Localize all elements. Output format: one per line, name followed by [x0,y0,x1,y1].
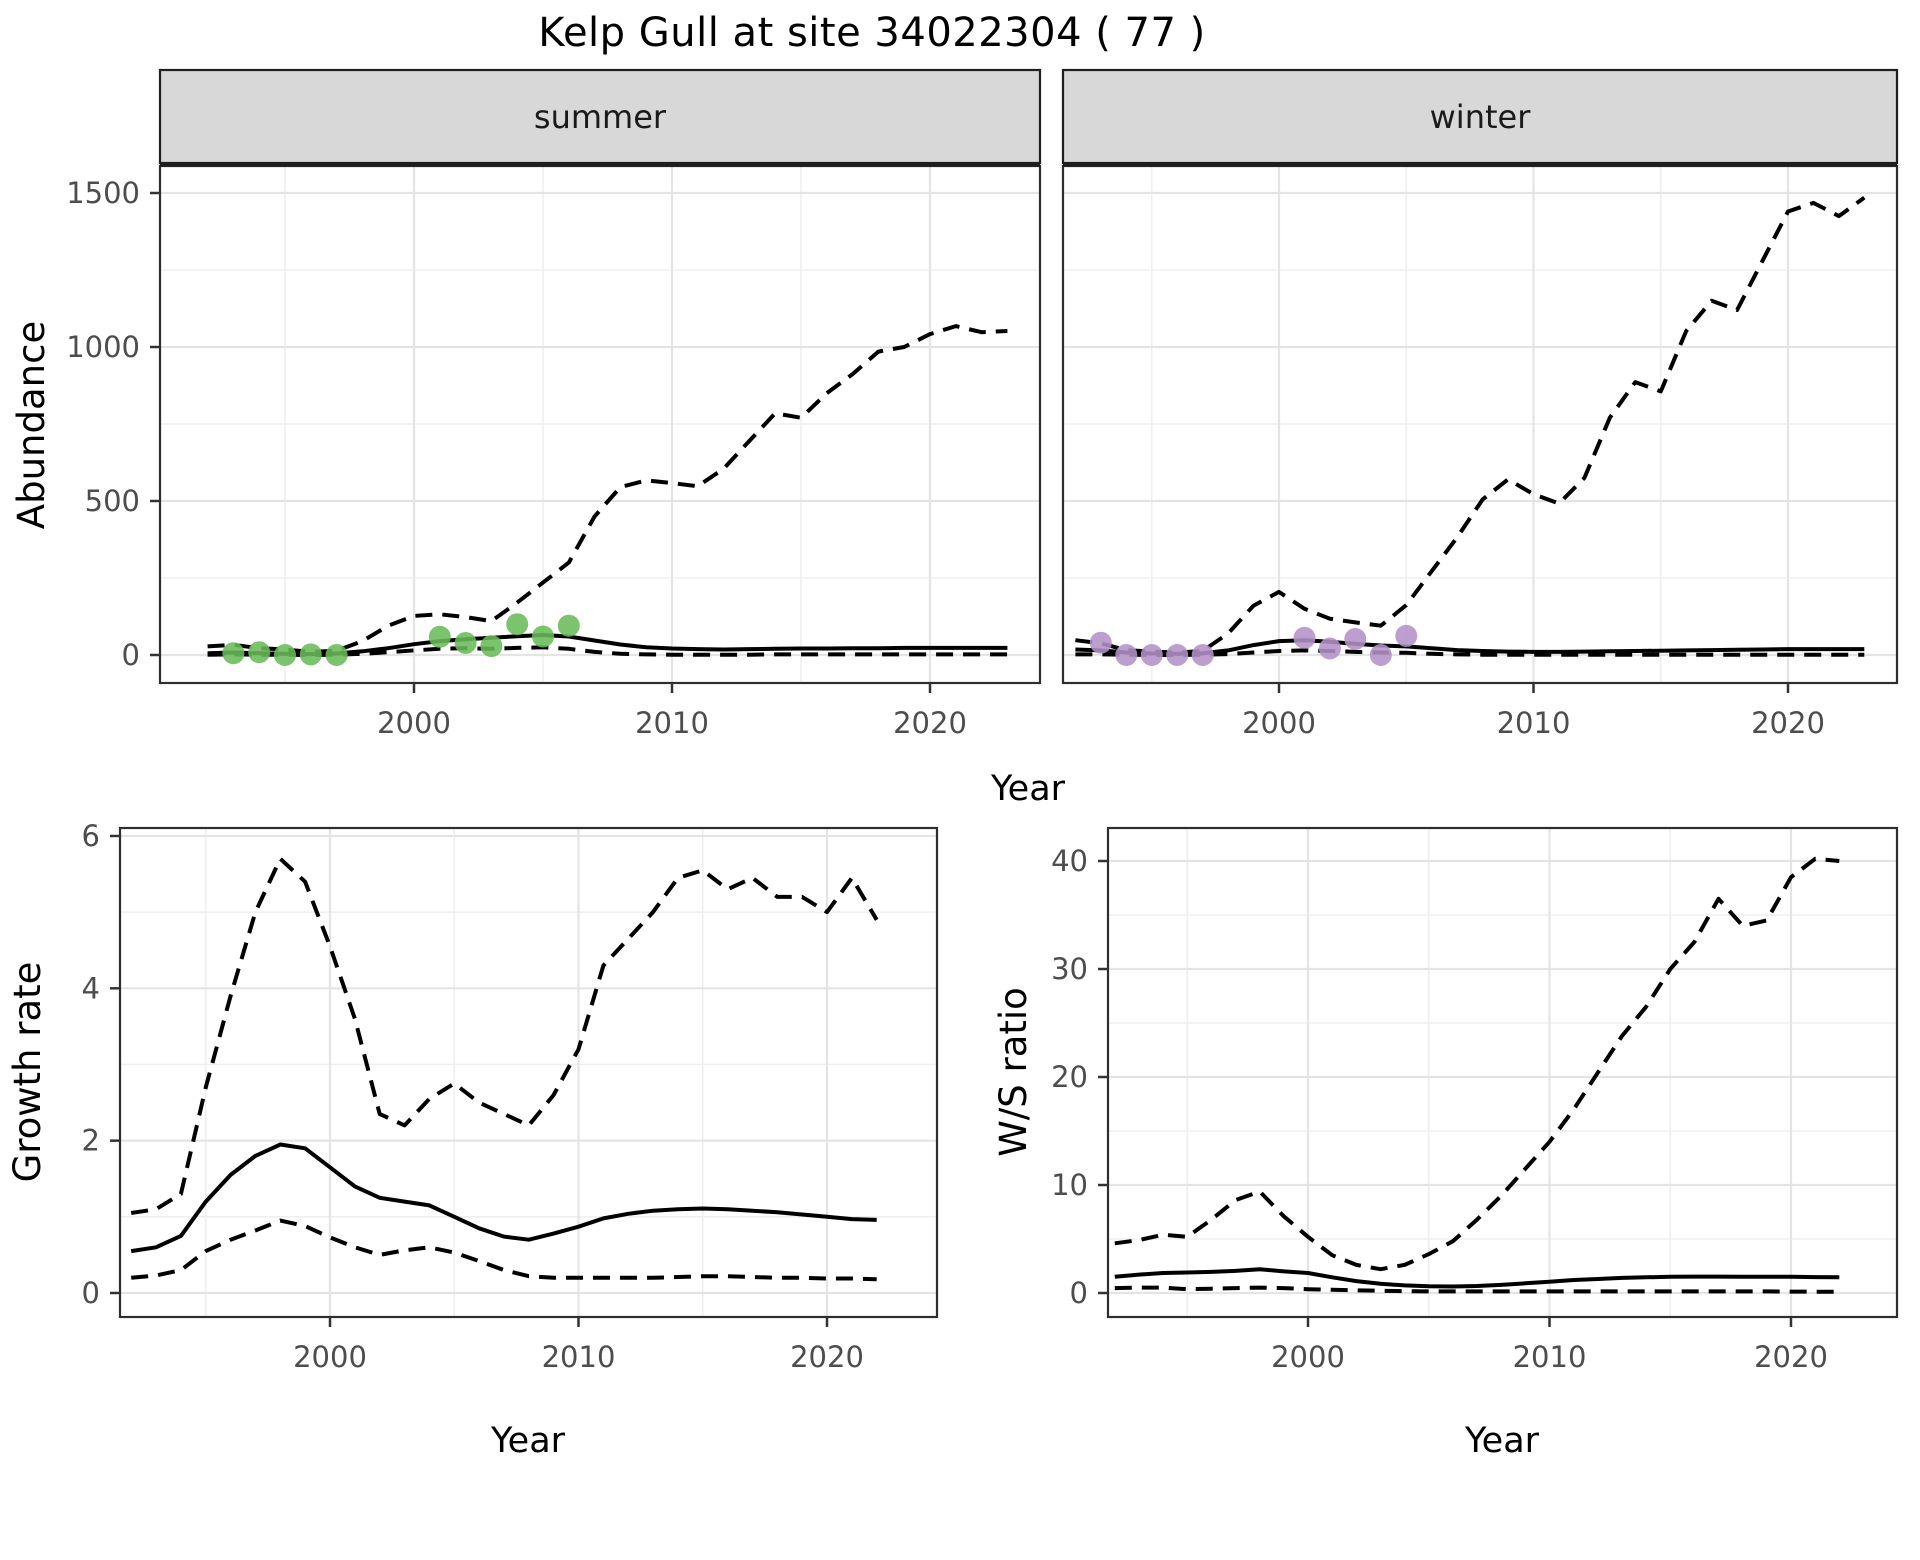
observation-point-abundance-winter [1318,637,1341,660]
y-tick-label: 30 [1051,952,1088,986]
y-tick-label: 1500 [66,176,140,210]
x-tick-label: 2020 [1754,1340,1828,1374]
observation-point-abundance-summer [222,642,245,665]
fit-line-growth_rate [130,1142,877,1254]
x-tick-label: 2020 [790,1340,864,1374]
y-tick-label: 500 [85,484,140,518]
y-tick-label: 2 [82,1124,100,1158]
observation-point-abundance-summer [454,632,477,654]
observation-point-abundance-winter [1115,644,1138,666]
panel-abundance-summer: summer 2000 2010 2020 0 500 1000 1500 [66,68,1042,740]
observation-point-abundance-summer [480,635,503,658]
confidence-interval-line-abundance-winter [1075,648,1865,657]
panel-background [120,828,937,1317]
top-year-axis-title: Year [990,769,1066,809]
x-tick-label: 2000 [1271,1340,1345,1374]
observation-point-abundance-summer [506,613,529,636]
observation-point-abundance-winter [1089,631,1112,654]
observation-point-abundance-summer [299,643,322,666]
observation-point-abundance-summer [557,614,580,637]
x-tick-label: 2010 [1497,706,1571,740]
y-tick-label: 0 [82,1276,100,1310]
observation-point-abundance-summer [274,644,296,666]
x-tick-label: 2010 [1513,1340,1587,1374]
confidence-interval-line-abundance-winter [1075,195,1866,655]
growth-year-axis-title: Year [490,1421,566,1461]
facet-strip-label: summer [534,98,667,136]
x-tick-label: 2020 [893,706,967,740]
y-tick-label: 4 [82,971,100,1005]
ws-year-axis-title: Year [1464,1421,1540,1461]
y-tick-label: 0 [1070,1276,1088,1310]
y-tick-label: 6 [82,819,100,853]
confidence-interval-line-growth_rate [131,1218,877,1282]
x-tick-label: 2010 [542,1340,616,1374]
y-tick-label: 20 [1051,1060,1088,1094]
observation-point-abundance-winter [1369,644,1392,666]
panel-background [1108,828,1897,1317]
x-tick-label: 2020 [1751,706,1825,740]
observation-point-abundance-winter [1166,644,1189,666]
observation-point-abundance-winter [1344,628,1367,650]
y-tick-label: 1000 [66,330,140,364]
abundance-axis-title: Abundance [10,321,53,529]
observation-point-abundance-winter [1140,644,1163,666]
panel-abundance-winter: winter 2000 2010 2020 [1061,68,1899,740]
panel-growth_rate: 2000 2010 2020 0 2 4 6 [82,819,939,1374]
panel-border [118,826,939,1319]
facet-strip-label: winter [1430,98,1532,136]
panel-border [1106,826,1899,1319]
growth-rate-axis-title: Growth rate [6,962,49,1183]
series-group [207,324,1008,666]
chart-title: Kelp Gull at site 34022304 ( 77 ) [538,10,1206,56]
observation-point-abundance-winter [1395,624,1418,647]
observation-point-abundance-summer [428,625,451,648]
y-tick-label: 40 [1051,844,1088,878]
facet-strip-summer [158,68,1042,165]
x-tick-label: 2010 [635,706,709,740]
panel-ws_ratio: 2000 2010 2020 0 10 20 30 40 [1051,826,1899,1374]
confidence-interval-line-ws_ratio [1114,1285,1840,1294]
fit-line-ws_ratio [1114,1267,1840,1289]
series-group [1114,856,1840,1294]
x-tick-label: 2000 [1242,706,1316,740]
confidence-interval-line-ws_ratio [1114,856,1840,1272]
observation-point-abundance-summer [532,625,554,648]
x-tick-label: 2000 [377,706,451,740]
observation-point-abundance-summer [325,644,348,666]
series-group [1075,195,1866,666]
ws-ratio-axis-title: W/S ratio [992,987,1035,1157]
x-tick-label: 2000 [293,1340,367,1374]
observation-point-abundance-winter [1293,626,1316,649]
facet-strip-winter [1061,68,1899,165]
y-tick-label: 10 [1051,1168,1088,1202]
series-group [130,856,879,1282]
confidence-interval-line-abundance-summer [207,324,1008,654]
y-tick-label: 0 [122,638,140,672]
observation-point-abundance-summer [248,641,271,664]
observation-point-abundance-winter [1191,644,1214,666]
